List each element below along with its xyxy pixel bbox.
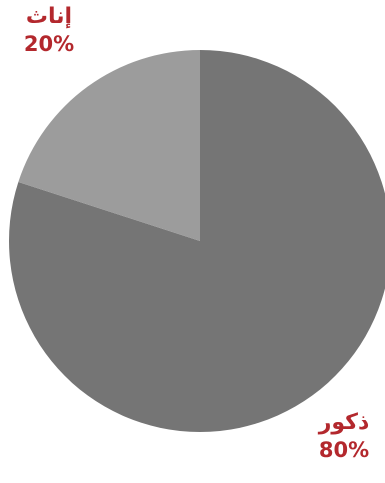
pie-slice-females [18,50,200,241]
slice-label-males-value: 80% [318,438,370,463]
slice-label-males: ذكور 80% [308,410,380,464]
pie-slice-males [9,50,385,432]
slice-label-males-name: ذكور [318,410,370,435]
slice-label-females-name: إناث [25,4,73,29]
slice-label-females: إناث 20% [14,4,84,58]
slice-label-females-value: 20% [23,32,75,57]
